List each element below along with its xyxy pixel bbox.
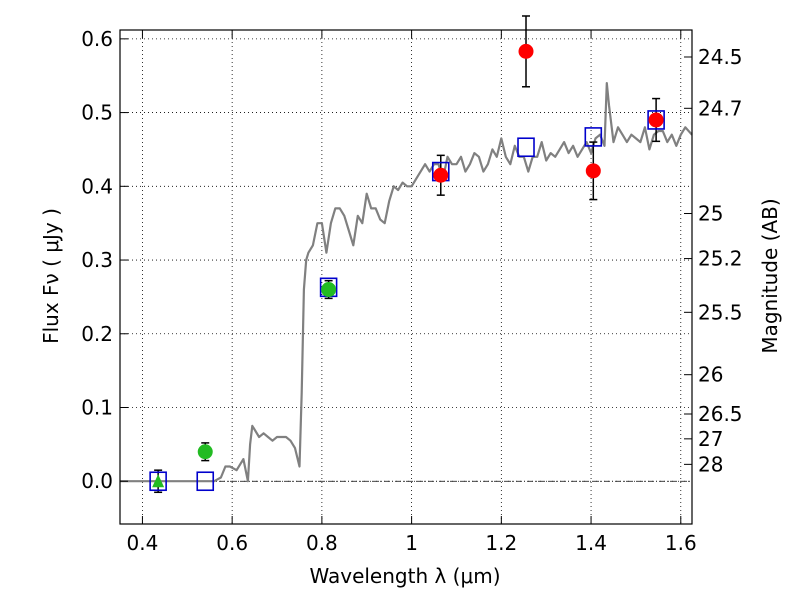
y2-tick-label: 25	[698, 202, 723, 226]
y-tick-label: 0.1	[81, 396, 113, 420]
y2-tick-label: 26	[698, 363, 723, 387]
observed-circle-point	[197, 444, 213, 460]
data-marks	[149, 15, 665, 494]
observed-circle-point	[585, 163, 601, 179]
y2-tick-label: 26.5	[698, 402, 743, 426]
y2-tick-label: 24.7	[698, 96, 743, 120]
x-tick-label: 1.4	[575, 531, 607, 555]
model-square-point	[517, 137, 535, 158]
x-tick-label: 1.6	[665, 531, 697, 555]
y-tick-label: 0.6	[81, 27, 113, 51]
observed-circle-point	[321, 282, 337, 298]
y-tick-label: 0.2	[81, 322, 113, 346]
observed-circle-point	[433, 167, 449, 183]
y2-tick-label: 24.5	[698, 45, 743, 69]
observed-triangle-point	[152, 474, 165, 488]
x-tick-label: 1	[405, 531, 418, 555]
observed-circle-point	[648, 112, 664, 128]
x-axis-label: Wavelength λ (μm)	[309, 564, 500, 588]
sed-model-line	[120, 82, 693, 483]
observed-circle-point	[518, 43, 534, 59]
y-tick-label: 0.3	[81, 248, 113, 272]
x-tick-label: 0.6	[216, 531, 248, 555]
y2-tick-label: 25.5	[698, 300, 743, 324]
y2-tick-label: 25.2	[698, 247, 743, 271]
y2-axis-label: Magnitude (AB)	[758, 198, 782, 353]
y-tick-label: 0.0	[81, 469, 113, 493]
model-square-point	[196, 471, 215, 492]
y-tick-label: 0.4	[81, 174, 113, 198]
model-square-point	[584, 127, 603, 147]
sed-model-path	[120, 82, 693, 483]
x-tick-label: 1.2	[485, 531, 517, 555]
plot-frame	[119, 29, 693, 525]
y2-tick-label: 28	[698, 452, 723, 476]
x-tick-label: 0.8	[306, 531, 338, 555]
axis-ticks: 0.4 0.6 0.8 1 1.2 1.4 1.6 0.0 0.1 0.2 0.3 0.4 0.5 0.6…	[81, 27, 742, 555]
y-axis-label: Flux Fν ( μJy )	[39, 208, 63, 344]
y-tick-label: 0.5	[81, 101, 113, 125]
model-square-point	[149, 471, 167, 492]
y2-tick-label: 27	[698, 427, 723, 451]
model-square-point	[647, 110, 665, 130]
x-tick-label: 0.4	[127, 531, 159, 555]
